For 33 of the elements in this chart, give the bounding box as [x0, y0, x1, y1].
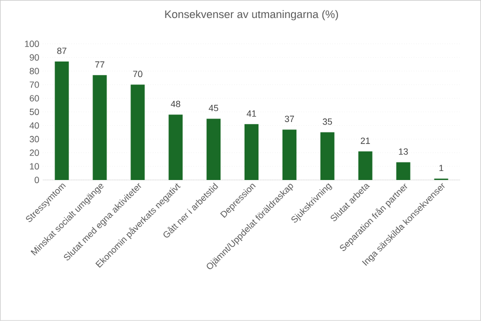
data-label: 1	[439, 164, 444, 172]
y-tick-label: 40	[30, 122, 39, 129]
bar	[244, 124, 259, 180]
data-label: 41	[246, 110, 256, 117]
data-label: 87	[57, 48, 66, 54]
y-tick-label: 10	[30, 163, 39, 170]
data-label: 13	[398, 148, 408, 155]
y-tick-label: 60	[30, 95, 39, 102]
data-label: 45	[208, 104, 218, 112]
bar	[92, 75, 107, 180]
bar	[358, 151, 372, 180]
bar	[54, 62, 69, 180]
y-tick-label: 100	[25, 40, 39, 48]
data-label: 35	[322, 118, 332, 125]
data-label: 48	[170, 100, 180, 108]
y-tick-label: 90	[30, 54, 39, 61]
y-tick-label: 80	[30, 68, 39, 74]
data-label: 77	[95, 62, 104, 68]
chart-title: Konsekvenser av utmaningarna (%)	[165, 10, 338, 20]
y-tick-label: 50	[30, 108, 39, 116]
bar	[168, 114, 183, 180]
bar	[282, 130, 296, 180]
bar	[130, 84, 145, 180]
data-label: 21	[360, 138, 370, 144]
y-tick-label: 30	[30, 136, 39, 142]
bar	[396, 162, 410, 180]
data-label: 70	[133, 70, 142, 78]
y-tick-label: 70	[30, 82, 39, 88]
y-tick-label: 0	[34, 176, 39, 184]
bar	[206, 118, 221, 180]
data-label: 37	[284, 116, 294, 122]
y-tick-label: 20	[30, 150, 39, 156]
bar	[320, 132, 334, 180]
